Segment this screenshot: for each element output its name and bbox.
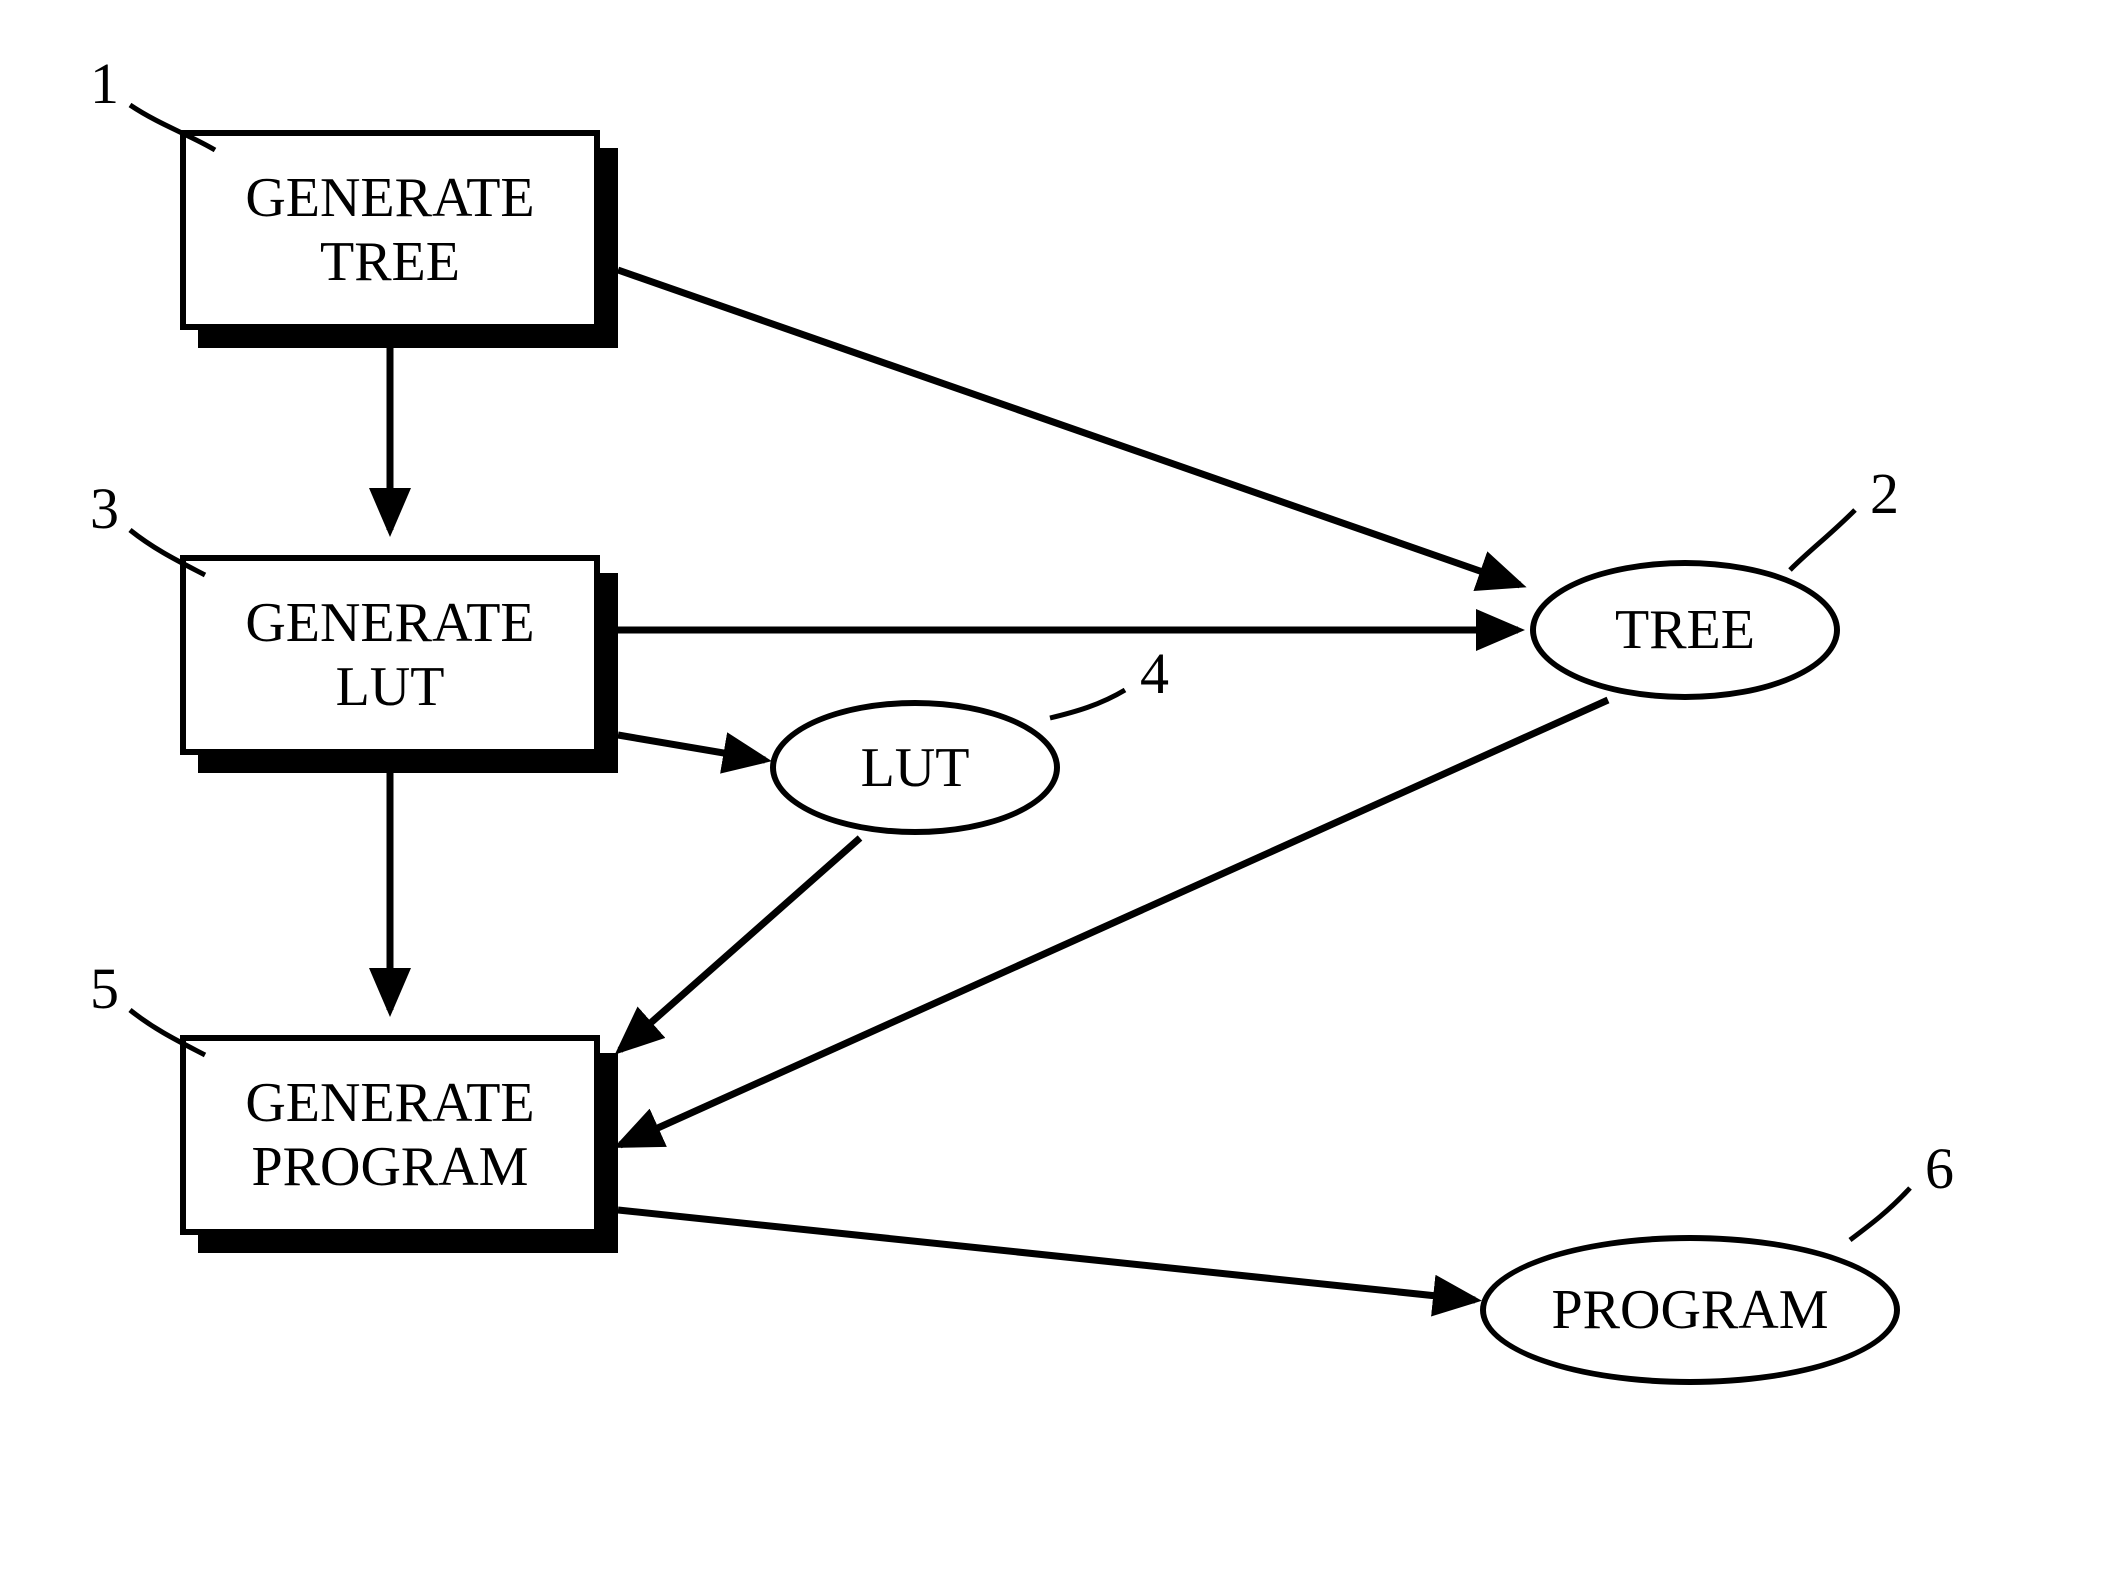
flowchart-diagram: GENERATE TREE GENERATE LUT GENERATE PROG…	[0, 0, 2128, 1596]
callout-number: 5	[90, 955, 119, 1022]
node-label: GENERATE PROGRAM	[245, 1071, 534, 1200]
node-tree: TREE	[1530, 560, 1840, 700]
callout-number: 6	[1925, 1135, 1954, 1202]
node-label: PROGRAM	[1552, 1278, 1829, 1342]
edge	[618, 270, 1520, 585]
node-label: TREE	[1615, 598, 1755, 662]
node-generate-program: GENERATE PROGRAM	[180, 1035, 600, 1235]
node-label: GENERATE LUT	[245, 591, 534, 720]
callout-number: 3	[90, 475, 119, 542]
node-generate-lut: GENERATE LUT	[180, 555, 600, 755]
node-generate-tree: GENERATE TREE	[180, 130, 600, 330]
edge	[618, 735, 765, 760]
node-lut: LUT	[770, 700, 1060, 835]
callout-number: 4	[1140, 640, 1169, 707]
callout-number: 2	[1870, 460, 1899, 527]
node-label: GENERATE TREE	[245, 166, 534, 295]
callout-number: 1	[90, 50, 119, 117]
edge	[618, 1210, 1475, 1300]
callout-curve	[1850, 1188, 1910, 1240]
edge	[620, 700, 1608, 1145]
callout-curve	[1050, 690, 1125, 718]
node-program: PROGRAM	[1480, 1235, 1900, 1385]
node-label: LUT	[861, 736, 970, 800]
edge	[620, 838, 860, 1050]
callout-curve	[1790, 510, 1855, 570]
